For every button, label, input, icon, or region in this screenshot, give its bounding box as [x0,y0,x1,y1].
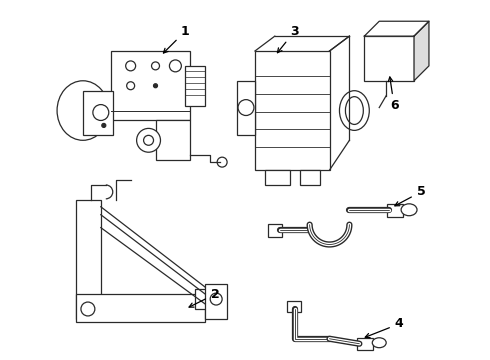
Circle shape [102,123,106,127]
Circle shape [153,84,157,88]
Bar [237,81,255,135]
Bar [300,170,319,185]
Circle shape [170,60,181,72]
Bar [185,66,205,105]
Ellipse shape [345,96,363,125]
Circle shape [144,135,153,145]
Bar [196,289,225,309]
Bar [155,121,190,160]
Polygon shape [414,21,429,81]
Circle shape [127,82,135,90]
Ellipse shape [401,204,417,216]
Bar [265,170,290,185]
Polygon shape [365,21,429,36]
Circle shape [151,62,159,70]
Bar [365,36,414,81]
Bar [76,294,205,322]
Bar [287,301,301,312]
Bar [111,51,190,121]
Circle shape [125,61,136,71]
Circle shape [81,302,95,316]
Text: 1: 1 [164,24,190,53]
Circle shape [238,100,254,116]
Circle shape [137,129,161,152]
Bar [83,91,113,135]
Bar [76,200,101,319]
Ellipse shape [340,91,369,130]
Circle shape [93,105,109,121]
Text: 2: 2 [189,288,220,307]
Circle shape [210,293,222,305]
Bar [357,338,373,350]
Ellipse shape [372,338,386,348]
Bar [205,284,227,319]
Text: 6: 6 [388,77,398,112]
Bar [387,204,403,217]
Text: 3: 3 [277,24,299,53]
Ellipse shape [57,81,109,140]
Bar [255,51,329,170]
Text: 4: 4 [365,318,403,338]
Circle shape [217,157,227,167]
Text: 5: 5 [395,185,425,206]
Bar [268,224,282,237]
